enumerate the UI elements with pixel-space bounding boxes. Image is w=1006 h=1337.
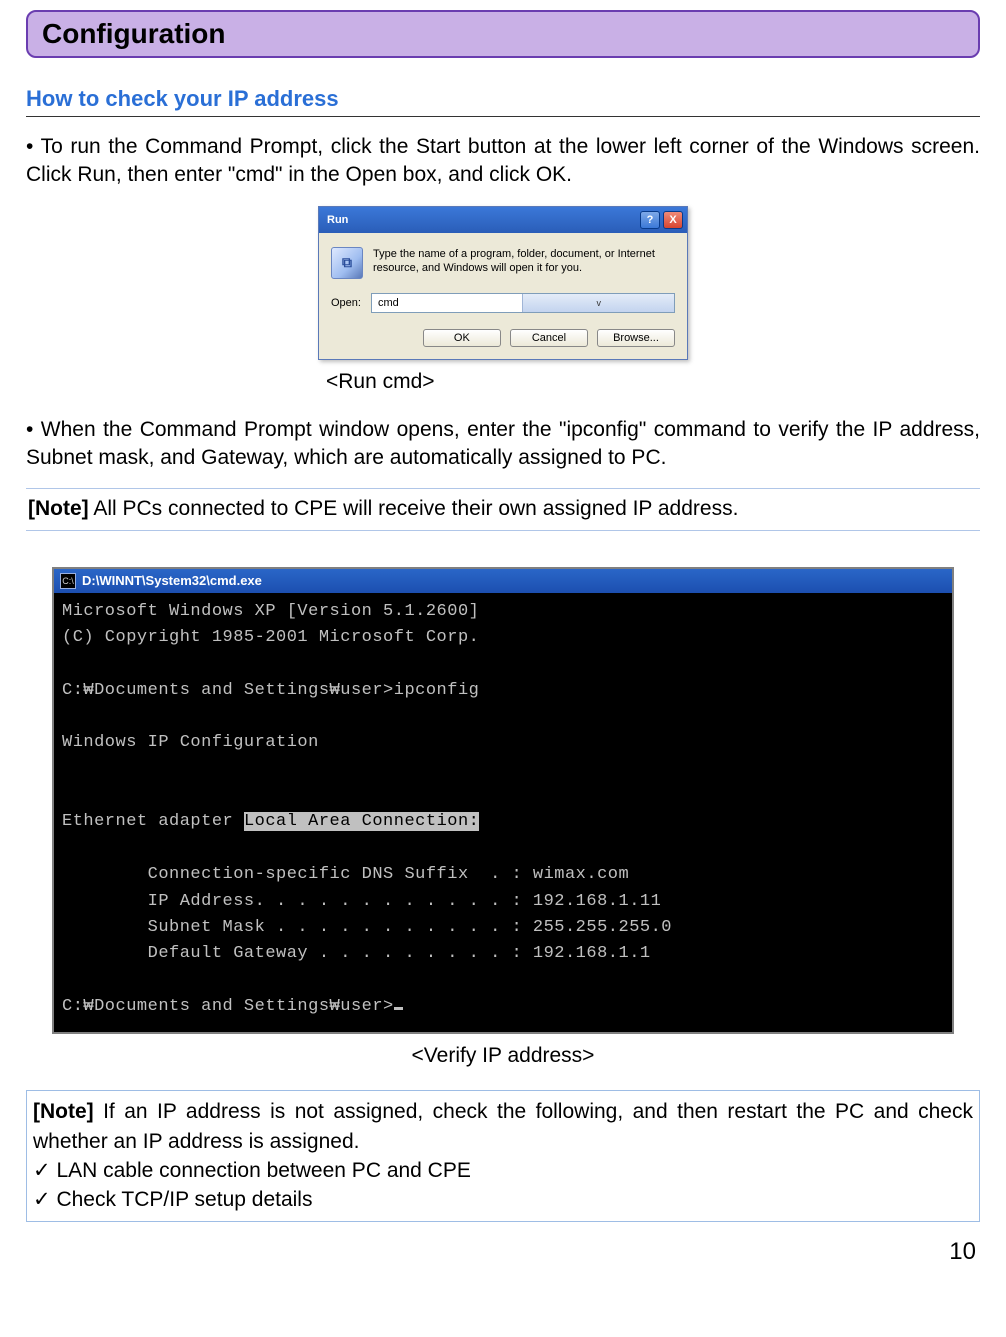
cmd-adapter-highlight: Local Area Connection: xyxy=(244,812,479,831)
cmd-prompt-end: C:₩Documents and Settings₩user> xyxy=(62,997,394,1016)
open-label: Open: xyxy=(331,297,361,309)
open-value: cmd xyxy=(372,297,523,309)
run-dialog-description: Type the name of a program, folder, docu… xyxy=(373,247,675,279)
page-header: Configuration xyxy=(26,10,980,58)
ok-button[interactable]: OK xyxy=(423,329,501,347)
note-2-text: If an IP address is not assigned, check … xyxy=(33,1100,973,1152)
page-number: 10 xyxy=(26,1238,980,1266)
section-title: How to check your IP address xyxy=(26,86,980,112)
cmd-caption: <Verify IP address> xyxy=(26,1044,980,1068)
cmd-titlebar: C:\ D:\WINNT\System32\cmd.exe xyxy=(54,569,952,593)
paragraph-1: • To run the Command Prompt, click the S… xyxy=(26,133,980,190)
run-open-row: Open: cmd v xyxy=(319,283,687,319)
cmd-title-path: D:\WINNT\System32\cmd.exe xyxy=(82,573,262,588)
cmd-adapter-prefix: Ethernet adapter xyxy=(62,812,244,831)
cancel-button[interactable]: Cancel xyxy=(510,329,588,347)
cmd-body: Microsoft Windows XP [Version 5.1.2600] … xyxy=(54,593,952,1033)
note-box-2: [Note] If an IP address is not assigned,… xyxy=(26,1090,980,1222)
note-1-label: [Note] xyxy=(28,497,89,520)
paragraph-2: • When the Command Prompt window opens, … xyxy=(26,416,980,473)
cmd-window: C:\ D:\WINNT\System32\cmd.exe Microsoft … xyxy=(52,567,954,1035)
chevron-down-icon[interactable]: v xyxy=(522,294,674,312)
cmd-prompt-ipconfig: C:₩Documents and Settings₩user>ipconfig xyxy=(62,681,479,700)
browse-button[interactable]: Browse... xyxy=(597,329,675,347)
cmd-dns-suffix: Connection-specific DNS Suffix . : wimax… xyxy=(62,865,629,884)
run-icon: ⧉ xyxy=(331,247,363,279)
cmd-heading: Windows IP Configuration xyxy=(62,733,319,752)
cmd-figure: C:\ D:\WINNT\System32\cmd.exe Microsoft … xyxy=(26,567,980,1035)
cmd-cursor xyxy=(394,1007,403,1010)
cmd-ip-address: IP Address. . . . . . . . . . . . : 192.… xyxy=(62,892,661,911)
page-header-title: Configuration xyxy=(42,18,226,49)
note-box-1: [Note] All PCs connected to CPE will rec… xyxy=(26,488,980,530)
cmd-subnet-mask: Subnet Mask . . . . . . . . . . . : 255.… xyxy=(62,918,672,937)
cmd-default-gateway: Default Gateway . . . . . . . . . : 192.… xyxy=(62,944,651,963)
run-button-row: OK Cancel Browse... xyxy=(319,319,687,359)
run-caption: <Run cmd> xyxy=(26,370,980,394)
run-dialog-figure: Run ? X ⧉ Type the name of a program, fo… xyxy=(26,206,980,360)
run-dialog-titlebar: Run ? X xyxy=(319,207,687,233)
cmd-line-version: Microsoft Windows XP [Version 5.1.2600] xyxy=(62,602,479,621)
run-dialog-title: Run xyxy=(327,214,637,226)
note-2-item-2: Check TCP/IP setup details xyxy=(51,1188,313,1211)
close-button[interactable]: X xyxy=(663,211,683,229)
note-1-text: All PCs connected to CPE will receive th… xyxy=(89,497,739,520)
help-button[interactable]: ? xyxy=(640,211,660,229)
run-dialog-body: ⧉ Type the name of a program, folder, do… xyxy=(319,233,687,283)
note-2-label: [Note] xyxy=(33,1100,94,1123)
check-icon: ✓ xyxy=(33,1188,51,1211)
section-divider xyxy=(26,116,980,117)
cmd-line-copyright: (C) Copyright 1985-2001 Microsoft Corp. xyxy=(62,628,479,647)
cmd-icon: C:\ xyxy=(60,573,76,589)
check-icon: ✓ xyxy=(33,1159,51,1182)
run-dialog: Run ? X ⧉ Type the name of a program, fo… xyxy=(318,206,688,360)
note-2-item-1: LAN cable connection between PC and CPE xyxy=(51,1159,471,1182)
open-combobox[interactable]: cmd v xyxy=(371,293,675,313)
